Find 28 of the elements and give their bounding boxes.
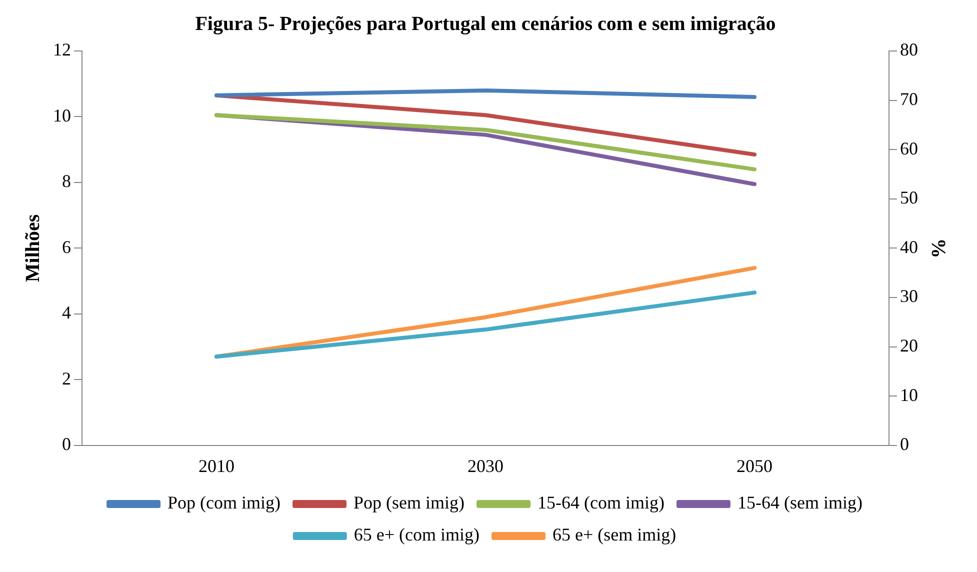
y-tick-label: 12	[53, 40, 71, 60]
y-tick-label: 6	[62, 236, 71, 257]
y2-tick-label: 0	[900, 434, 909, 454]
y2-tick-label: 60	[900, 138, 918, 158]
y-tick-label: 2	[62, 368, 71, 388]
y-tick-label: 8	[62, 171, 71, 192]
x-tick-label: 2030	[468, 456, 504, 476]
y2-tick-label: 40	[900, 236, 918, 257]
x-tick-label: 2050	[736, 456, 772, 476]
y2-tick-label: 50	[900, 188, 918, 208]
legend-label: Pop (com imig)	[168, 492, 281, 513]
y2-tick-label: 10	[900, 384, 918, 405]
legend-label: 15-64 (com imig)	[538, 492, 664, 513]
legend-label: 15-64 (sem imig)	[737, 492, 862, 513]
legend-label: 65 e+ (com imig)	[354, 524, 480, 545]
x-tick-label: 2010	[198, 456, 234, 476]
y2-tick-label: 70	[900, 89, 918, 110]
y2-tick-label: 80	[900, 40, 918, 60]
chart-title: Figura 5- Projeções para Portugal em cenários com e sem imigração	[195, 13, 776, 36]
y2-tick-label: 30	[900, 286, 918, 306]
y-tick-label: 0	[62, 434, 71, 454]
y-tick-label: 4	[62, 302, 71, 323]
y2-tick-label: 20	[900, 336, 918, 356]
y2-axis-title: %	[926, 238, 949, 258]
legend-label: 65 e+ (sem imig)	[552, 524, 676, 545]
y-axis-title: Milhões	[22, 214, 44, 282]
y-tick-label: 10	[53, 105, 71, 126]
legend-label: Pop (sem imig)	[354, 492, 465, 513]
